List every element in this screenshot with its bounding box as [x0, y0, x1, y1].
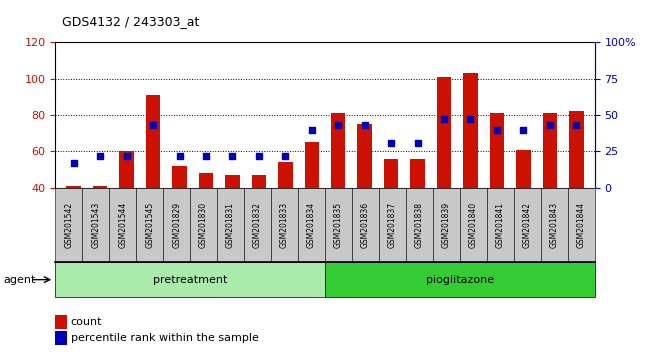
Bar: [225, 175, 240, 188]
Point: [333, 122, 343, 128]
Point: [148, 122, 159, 128]
Text: GSM201838: GSM201838: [415, 202, 424, 248]
Bar: [543, 113, 557, 188]
Text: GSM201544: GSM201544: [118, 202, 127, 248]
Point: [412, 140, 423, 145]
Point: [122, 153, 132, 159]
Point: [359, 122, 370, 128]
Point: [68, 160, 79, 166]
Text: GSM201545: GSM201545: [145, 202, 154, 248]
Bar: [278, 162, 292, 188]
Text: GSM201840: GSM201840: [469, 202, 478, 248]
Bar: [516, 149, 530, 188]
Text: GSM201833: GSM201833: [280, 202, 289, 248]
Point: [307, 127, 317, 132]
Text: GSM201844: GSM201844: [577, 202, 586, 248]
Point: [174, 153, 185, 159]
Point: [439, 116, 449, 122]
Point: [201, 153, 211, 159]
Point: [95, 153, 105, 159]
Bar: [120, 152, 134, 188]
Text: GDS4132 / 243303_at: GDS4132 / 243303_at: [62, 15, 199, 28]
Bar: [384, 159, 398, 188]
Bar: [358, 124, 372, 188]
Bar: [66, 186, 81, 188]
Point: [227, 153, 238, 159]
Text: GSM201836: GSM201836: [361, 202, 370, 248]
Bar: [146, 95, 161, 188]
Text: GSM201831: GSM201831: [226, 202, 235, 248]
Text: GSM201542: GSM201542: [64, 202, 73, 248]
Text: GSM201842: GSM201842: [523, 202, 532, 248]
Bar: [463, 73, 478, 188]
Bar: [410, 159, 425, 188]
Text: agent: agent: [3, 275, 36, 285]
Text: pretreatment: pretreatment: [153, 275, 228, 285]
Bar: [93, 186, 107, 188]
Text: GSM201832: GSM201832: [253, 202, 262, 248]
Bar: [252, 175, 266, 188]
Bar: [489, 113, 504, 188]
Point: [465, 116, 476, 122]
Bar: [569, 112, 584, 188]
Point: [254, 153, 264, 159]
Point: [280, 153, 291, 159]
Point: [518, 127, 528, 132]
Bar: [199, 173, 213, 188]
Point: [386, 140, 396, 145]
Bar: [437, 77, 451, 188]
Text: GSM201837: GSM201837: [388, 202, 397, 248]
Bar: [172, 166, 187, 188]
Text: count: count: [71, 317, 102, 327]
Text: percentile rank within the sample: percentile rank within the sample: [71, 333, 259, 343]
Point: [545, 122, 555, 128]
Text: GSM201841: GSM201841: [496, 202, 505, 248]
Text: GSM201830: GSM201830: [199, 202, 208, 248]
Text: GSM201829: GSM201829: [172, 202, 181, 248]
Text: GSM201834: GSM201834: [307, 202, 316, 248]
Bar: [304, 142, 319, 188]
Text: GSM201843: GSM201843: [550, 202, 559, 248]
Text: pioglitazone: pioglitazone: [426, 275, 494, 285]
Point: [571, 122, 582, 128]
Text: GSM201543: GSM201543: [91, 202, 100, 248]
Bar: [331, 113, 346, 188]
Text: GSM201835: GSM201835: [334, 202, 343, 248]
Point: [491, 127, 502, 132]
Text: GSM201839: GSM201839: [442, 202, 451, 248]
